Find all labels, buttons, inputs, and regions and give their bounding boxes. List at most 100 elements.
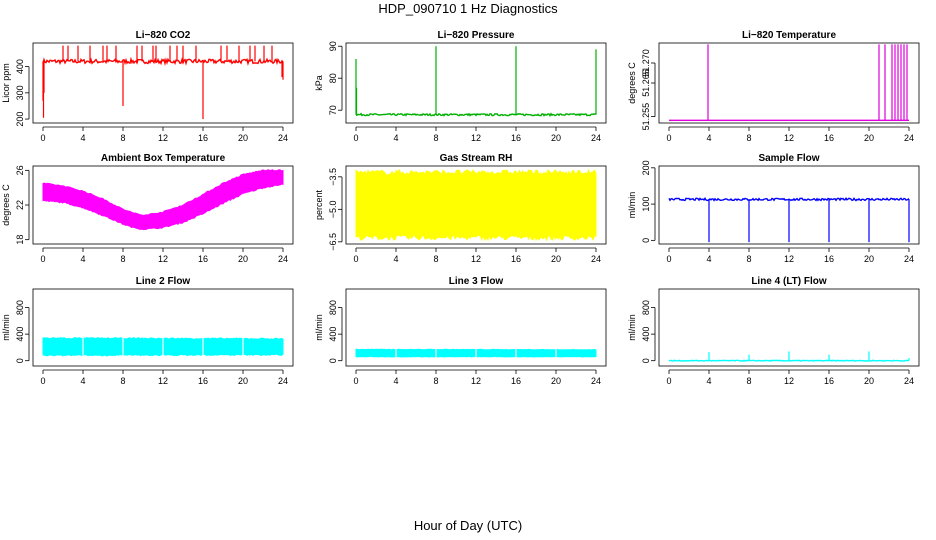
y-tick-label: −3.5 bbox=[328, 168, 338, 186]
x-tick-label: 4 bbox=[80, 254, 85, 264]
chart-panel-7: 0 4 8 12 16 20 24 0 400 800 ml/min Line 2 Flow bbox=[1, 276, 294, 386]
x-tick-label: 4 bbox=[706, 254, 711, 264]
x-tick-label: 24 bbox=[904, 133, 914, 143]
x-tick-label: 12 bbox=[158, 254, 168, 264]
y-tick-label: 300 bbox=[15, 85, 25, 100]
x-tick-label: 0 bbox=[353, 133, 358, 143]
y-tick-label: 26 bbox=[15, 165, 25, 175]
plot-frame bbox=[658, 288, 920, 367]
x-tick-label: 16 bbox=[511, 254, 521, 264]
y-axis-label: Licor ppm bbox=[1, 63, 11, 103]
x-tick-label: 0 bbox=[40, 254, 45, 264]
x-axis-caption: Hour of Day (UTC) bbox=[413, 518, 523, 533]
series-band bbox=[42, 169, 284, 231]
x-tick-label: 20 bbox=[238, 254, 248, 264]
x-tick-label: 20 bbox=[238, 133, 248, 143]
x-tick-label: 20 bbox=[551, 254, 561, 264]
x-tick-label: 8 bbox=[746, 376, 751, 386]
x-tick-label: 0 bbox=[666, 133, 671, 143]
plot-frame bbox=[345, 288, 607, 367]
x-tick-label: 24 bbox=[278, 376, 288, 386]
y-tick-label: 800 bbox=[15, 300, 25, 315]
x-tick-label: 0 bbox=[666, 254, 671, 264]
x-tick-label: 16 bbox=[198, 376, 208, 386]
y-tick-label: 400 bbox=[15, 59, 25, 74]
y-tick-label: −5.0 bbox=[328, 200, 338, 218]
panel-title: Li−820 Temperature bbox=[742, 30, 836, 41]
x-tick-label: 12 bbox=[784, 376, 794, 386]
x-tick-label: 16 bbox=[511, 133, 521, 143]
x-tick-label: 12 bbox=[471, 133, 481, 143]
x-tick-label: 0 bbox=[353, 254, 358, 264]
panel-title: Line 4 (LT) Flow bbox=[751, 276, 827, 287]
y-axis-label: ml/min bbox=[1, 314, 11, 341]
series-band bbox=[355, 168, 597, 242]
y-tick-label: 18 bbox=[15, 235, 25, 245]
x-tick-label: 0 bbox=[40, 133, 45, 143]
y-tick-label: 0 bbox=[15, 358, 25, 363]
y-tick-label: −6.5 bbox=[328, 233, 338, 251]
chart-panel-4: 0 4 8 12 16 20 24 18 22 26 degrees C Ambient Box Te… bbox=[1, 153, 294, 264]
figure-title: HDP_090710 1 Hz Diagnostics bbox=[378, 1, 558, 16]
y-axis-label: degrees C bbox=[1, 184, 11, 226]
y-tick-label: 400 bbox=[15, 327, 25, 342]
x-tick-label: 16 bbox=[824, 376, 834, 386]
x-tick-label: 8 bbox=[746, 133, 751, 143]
x-tick-label: 8 bbox=[120, 376, 125, 386]
y-tick-label: 51.255 bbox=[641, 103, 651, 131]
x-tick-label: 0 bbox=[666, 376, 671, 386]
y-axis-label: ml/min bbox=[627, 192, 637, 219]
y-axis-label: ml/min bbox=[314, 314, 324, 341]
x-tick-label: 24 bbox=[904, 376, 914, 386]
panel-title: Sample Flow bbox=[758, 153, 819, 164]
y-tick-label: 0 bbox=[328, 358, 338, 363]
x-tick-label: 4 bbox=[706, 133, 711, 143]
x-tick-label: 4 bbox=[393, 133, 398, 143]
x-tick-label: 16 bbox=[824, 133, 834, 143]
chart-panel-8: 0 4 8 12 16 20 24 0 400 800 ml/min Line 3 Flow bbox=[314, 276, 607, 386]
x-tick-label: 0 bbox=[353, 376, 358, 386]
x-tick-label: 4 bbox=[393, 254, 398, 264]
y-tick-label: 22 bbox=[15, 200, 25, 210]
y-tick-label: 51.270 bbox=[641, 49, 651, 77]
plot-frame bbox=[32, 165, 294, 245]
y-tick-label: 200 bbox=[15, 112, 25, 127]
x-tick-label: 12 bbox=[158, 376, 168, 386]
y-tick-label: 90 bbox=[328, 41, 338, 51]
panel-title: Line 3 Flow bbox=[449, 276, 504, 287]
chart-panel-9: 0 4 8 12 16 20 24 0 400 800 ml/min Line 4 (LT) Flow bbox=[627, 276, 920, 386]
series-line bbox=[42, 56, 284, 67]
y-axis-label: ml/min bbox=[627, 314, 637, 341]
y-tick-label: 200 bbox=[641, 160, 651, 175]
y-tick-label: 800 bbox=[328, 300, 338, 315]
x-tick-label: 20 bbox=[864, 133, 874, 143]
chart-panel-6: 0 4 8 12 16 20 24 0 100 200 ml/min Sample Flow bbox=[627, 153, 920, 264]
x-tick-label: 4 bbox=[80, 133, 85, 143]
panel-title: Li−820 CO2 bbox=[136, 30, 191, 41]
y-tick-label: 800 bbox=[641, 300, 651, 315]
x-tick-label: 24 bbox=[904, 254, 914, 264]
y-tick-label: 0 bbox=[641, 238, 651, 243]
y-tick-label: 80 bbox=[328, 73, 338, 83]
plot-frame bbox=[32, 42, 294, 124]
plot-frame bbox=[345, 42, 607, 124]
panel-title: Li−820 Pressure bbox=[438, 30, 515, 41]
x-tick-label: 4 bbox=[393, 376, 398, 386]
x-tick-label: 16 bbox=[198, 254, 208, 264]
x-tick-label: 24 bbox=[278, 133, 288, 143]
chart-panel-5: 0 4 8 12 16 20 24 −6.5 −5.0 −3.5 percent Gas Stream… bbox=[314, 153, 607, 264]
y-tick-label: 0 bbox=[641, 358, 651, 363]
panel-title: Ambient Box Temperature bbox=[101, 153, 226, 164]
x-tick-label: 24 bbox=[591, 254, 601, 264]
y-tick-label: 70 bbox=[328, 105, 338, 115]
x-tick-label: 24 bbox=[591, 133, 601, 143]
x-tick-label: 4 bbox=[706, 376, 711, 386]
x-tick-label: 20 bbox=[551, 376, 561, 386]
y-tick-label: 100 bbox=[641, 197, 651, 212]
x-tick-label: 24 bbox=[591, 376, 601, 386]
plot-frame bbox=[658, 42, 920, 124]
x-tick-label: 12 bbox=[784, 254, 794, 264]
x-tick-label: 8 bbox=[433, 376, 438, 386]
y-tick-label: 400 bbox=[328, 327, 338, 342]
